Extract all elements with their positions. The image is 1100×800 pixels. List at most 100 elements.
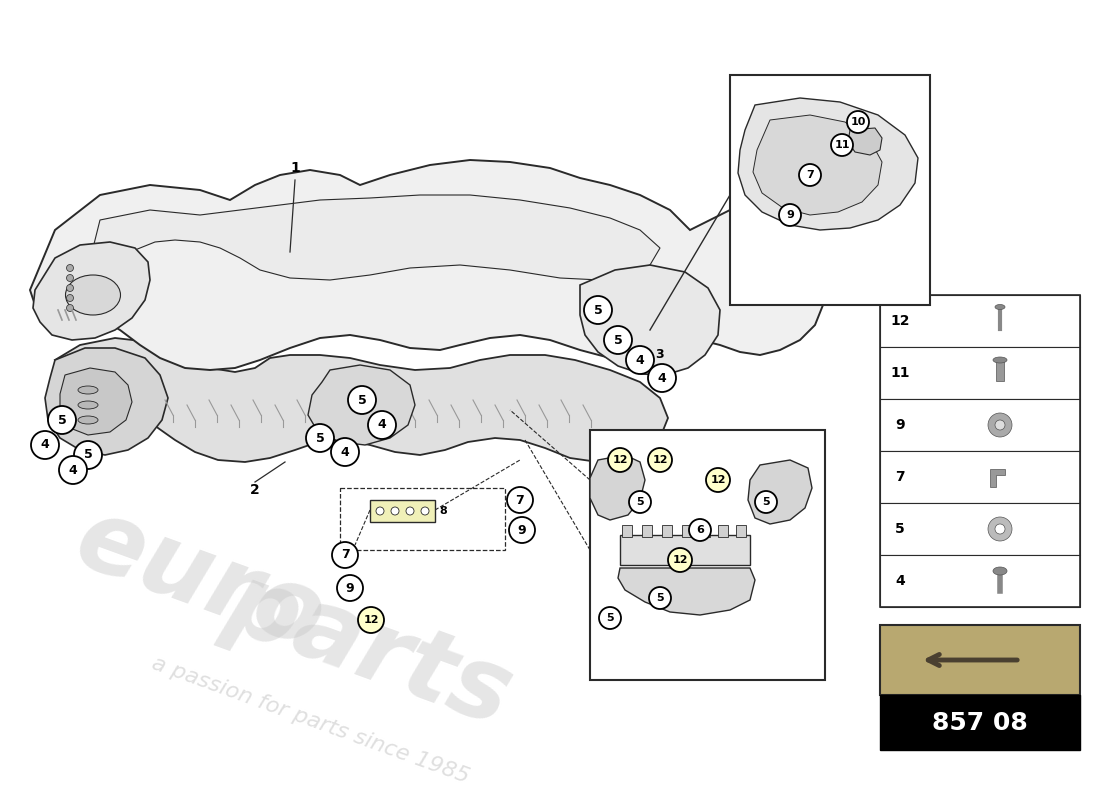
Text: 12: 12 xyxy=(363,615,378,625)
Text: 6: 6 xyxy=(696,525,704,535)
Circle shape xyxy=(604,326,632,354)
Polygon shape xyxy=(90,195,660,300)
Circle shape xyxy=(306,424,334,452)
Polygon shape xyxy=(580,265,720,375)
Text: 12: 12 xyxy=(613,455,628,465)
Text: 9: 9 xyxy=(518,523,526,537)
Text: 5: 5 xyxy=(614,334,623,346)
Circle shape xyxy=(996,524,1005,534)
Text: 5: 5 xyxy=(606,613,614,623)
Text: 4: 4 xyxy=(658,371,667,385)
Circle shape xyxy=(689,519,711,541)
Circle shape xyxy=(74,441,102,469)
Circle shape xyxy=(48,406,76,434)
Circle shape xyxy=(988,413,1012,437)
Circle shape xyxy=(799,164,821,186)
Text: 1: 1 xyxy=(290,161,300,175)
Polygon shape xyxy=(754,115,882,215)
Ellipse shape xyxy=(993,357,1007,363)
Circle shape xyxy=(66,274,74,282)
Bar xyxy=(730,75,930,305)
Circle shape xyxy=(376,507,384,515)
Text: euro: euro xyxy=(63,490,338,670)
Circle shape xyxy=(337,575,363,601)
Bar xyxy=(880,295,1080,607)
Bar xyxy=(880,555,1080,607)
Text: 11: 11 xyxy=(834,140,849,150)
Ellipse shape xyxy=(993,567,1007,575)
Circle shape xyxy=(406,507,414,515)
Text: 4: 4 xyxy=(636,354,645,366)
Circle shape xyxy=(649,587,671,609)
Circle shape xyxy=(600,607,621,629)
Bar xyxy=(370,500,434,522)
Text: 4: 4 xyxy=(895,574,905,588)
Circle shape xyxy=(358,607,384,633)
Polygon shape xyxy=(30,160,825,370)
Circle shape xyxy=(66,285,74,291)
Polygon shape xyxy=(748,460,812,524)
Ellipse shape xyxy=(78,416,98,424)
Text: 5: 5 xyxy=(895,522,905,536)
Text: 7: 7 xyxy=(806,170,814,180)
Text: 12: 12 xyxy=(890,314,910,328)
Bar xyxy=(880,399,1080,451)
Polygon shape xyxy=(45,348,168,455)
Bar xyxy=(718,525,728,537)
Circle shape xyxy=(830,134,852,156)
Circle shape xyxy=(421,507,429,515)
Text: 4: 4 xyxy=(41,438,50,451)
Circle shape xyxy=(629,491,651,513)
Circle shape xyxy=(66,294,74,302)
Bar xyxy=(682,525,692,537)
Text: 7: 7 xyxy=(341,549,350,562)
Circle shape xyxy=(331,438,359,466)
Text: a passion for parts since 1985: a passion for parts since 1985 xyxy=(148,653,472,787)
Polygon shape xyxy=(738,98,918,230)
Ellipse shape xyxy=(66,275,121,315)
Polygon shape xyxy=(308,365,415,445)
Text: 4: 4 xyxy=(341,446,350,458)
Text: 4: 4 xyxy=(68,463,77,477)
Bar xyxy=(880,503,1080,555)
Ellipse shape xyxy=(78,386,98,394)
Bar xyxy=(880,295,1080,347)
Text: 7: 7 xyxy=(895,470,905,484)
Circle shape xyxy=(779,204,801,226)
Text: 5: 5 xyxy=(762,497,770,507)
Text: 9: 9 xyxy=(895,418,905,432)
Text: 4: 4 xyxy=(377,418,386,431)
Text: 2: 2 xyxy=(250,483,260,497)
Text: 5: 5 xyxy=(358,394,366,406)
Circle shape xyxy=(509,517,535,543)
Bar xyxy=(620,535,750,565)
Circle shape xyxy=(648,448,672,472)
Circle shape xyxy=(59,456,87,484)
Text: 12: 12 xyxy=(672,555,688,565)
Text: 12: 12 xyxy=(652,455,668,465)
Bar xyxy=(621,525,632,537)
Polygon shape xyxy=(55,338,668,462)
Bar xyxy=(340,488,505,550)
Text: 857 08: 857 08 xyxy=(932,711,1027,735)
Circle shape xyxy=(332,542,358,568)
Text: 7: 7 xyxy=(516,494,525,506)
Circle shape xyxy=(584,296,612,324)
Text: 12: 12 xyxy=(711,475,726,485)
Circle shape xyxy=(755,491,777,513)
Bar xyxy=(662,525,672,537)
Ellipse shape xyxy=(78,401,98,409)
Bar xyxy=(880,625,1080,695)
Text: parts: parts xyxy=(214,554,526,746)
Circle shape xyxy=(988,517,1012,541)
Polygon shape xyxy=(848,128,882,155)
Text: 8: 8 xyxy=(439,506,447,516)
Polygon shape xyxy=(590,455,645,520)
Polygon shape xyxy=(60,368,132,435)
Circle shape xyxy=(706,468,730,492)
Polygon shape xyxy=(618,568,755,615)
Text: 5: 5 xyxy=(636,497,644,507)
Circle shape xyxy=(368,411,396,439)
Bar xyxy=(590,430,825,680)
Circle shape xyxy=(626,346,654,374)
